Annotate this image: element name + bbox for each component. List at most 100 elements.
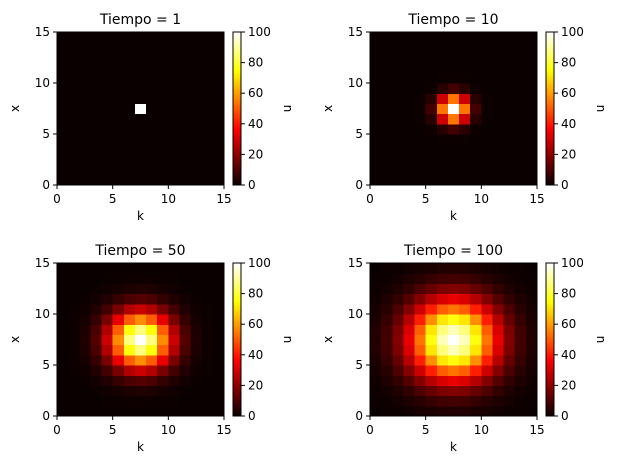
heatmap-cell: [134, 334, 147, 346]
heatmap-cell: [212, 334, 225, 346]
heatmap-cell: [201, 273, 214, 284]
heatmap-cell: [101, 113, 114, 125]
heatmap-cell: [436, 334, 449, 346]
heatmap-cell: [68, 52, 80, 64]
heatmap-cell: [414, 354, 427, 366]
heatmap-cell: [470, 113, 482, 125]
heatmap-cell: [212, 263, 225, 274]
colorbar-tick-label: 0: [248, 178, 256, 192]
heatmap-cell: [459, 154, 471, 166]
heatmap-cell: [90, 83, 103, 94]
heatmap-cell: [459, 375, 471, 386]
heatmap-cell: [481, 273, 494, 284]
heatmap-cell: [403, 365, 416, 376]
heatmap-cell: [392, 334, 404, 346]
heatmap-cell: [503, 395, 516, 407]
heatmap-cell: [134, 324, 147, 335]
heatmap-cell: [68, 354, 80, 366]
heatmap-cell: [492, 164, 505, 176]
heatmap-cell: [57, 144, 69, 155]
heatmap-cell: [392, 32, 404, 43]
heatmap-cell: [168, 123, 181, 135]
heatmap-cell: [57, 375, 69, 386]
heatmap-cell: [492, 72, 505, 84]
colorbar-label: u: [593, 336, 607, 344]
heatmap-cell: [146, 93, 158, 104]
heatmap-cell: [514, 164, 527, 176]
heatmap-cell: [481, 385, 494, 397]
heatmap-cell: [57, 93, 69, 104]
heatmap-cell: [123, 83, 136, 94]
heatmap-cell: [403, 83, 416, 94]
heatmap-cell: [436, 144, 449, 155]
y-tick-label: 15: [35, 256, 50, 270]
colorbar-tick-label: 20: [248, 378, 263, 392]
heatmap-cell: [68, 314, 80, 325]
heatmap-cell: [68, 113, 80, 125]
heatmap-cell: [414, 93, 427, 104]
x-tick-label: 5: [422, 192, 430, 206]
heatmap-cell: [157, 52, 169, 64]
heatmap-cell: [470, 32, 482, 43]
heatmap-cell: [403, 375, 416, 386]
heatmap-cell: [503, 103, 516, 115]
heatmap-cell: [112, 83, 125, 94]
heatmap-cell: [425, 263, 438, 274]
heatmap-cell: [212, 83, 225, 94]
heatmap-cell: [90, 365, 103, 376]
heatmap-cell: [470, 134, 482, 145]
heatmap-cell: [425, 174, 438, 186]
heatmap-cell: [101, 314, 114, 325]
heatmap-cell: [57, 324, 69, 335]
heatmap-cell: [470, 123, 482, 135]
heatmap-cell: [101, 293, 114, 305]
heatmap-cell: [447, 395, 460, 407]
heatmap-cell: [436, 314, 449, 325]
heatmap-cell: [414, 123, 427, 135]
heatmap-cell: [68, 293, 80, 305]
heatmap-cell: [436, 324, 449, 335]
heatmap-cell: [514, 123, 527, 135]
heatmap-cell: [392, 293, 404, 305]
heatmap-cell: [436, 405, 449, 417]
heatmap-cell: [146, 72, 158, 84]
heatmap-cell: [470, 395, 482, 407]
heatmap-cell: [414, 303, 427, 315]
heatmap-cell: [90, 134, 103, 145]
heatmap-cell: [101, 283, 114, 295]
colorbar-tick-label: 80: [248, 287, 263, 301]
heatmap-cell: [79, 324, 91, 335]
heatmap-cell: [436, 344, 449, 356]
heatmap-cell: [112, 324, 125, 335]
heatmap-cell: [123, 174, 136, 186]
heatmap-cell: [414, 283, 427, 295]
heatmap-cell: [79, 144, 91, 155]
heatmap-cell: [447, 154, 460, 166]
heatmap-cell: [157, 405, 169, 417]
heatmap-cell: [503, 62, 516, 74]
heatmap-cell: [201, 83, 214, 94]
heatmap-cell: [101, 365, 114, 376]
heatmap-cell: [101, 134, 114, 145]
heatmap-cell: [525, 375, 538, 386]
heatmap-cell: [514, 314, 527, 325]
heatmap-cell: [492, 113, 505, 125]
heatmap-cell: [123, 144, 136, 155]
heatmap-cell: [112, 385, 125, 397]
heatmap-cell: [212, 174, 225, 186]
heatmap-cell: [146, 83, 158, 94]
heatmap-cell: [425, 293, 438, 305]
heatmap-cell: [101, 174, 114, 186]
heatmap-cell: [370, 154, 382, 166]
heatmap-cell: [79, 263, 91, 274]
heatmap-cell: [179, 303, 192, 315]
heatmap-cell: [201, 293, 214, 305]
heatmap-cell: [492, 174, 505, 186]
heatmap-cell: [101, 405, 114, 417]
heatmap-cell: [370, 134, 382, 145]
heatmap-cell: [447, 303, 460, 315]
heatmap-cell: [57, 52, 69, 64]
heatmap-cell: [525, 72, 538, 84]
colorbar-label: u: [593, 105, 607, 113]
heatmap-cell: [157, 365, 169, 376]
